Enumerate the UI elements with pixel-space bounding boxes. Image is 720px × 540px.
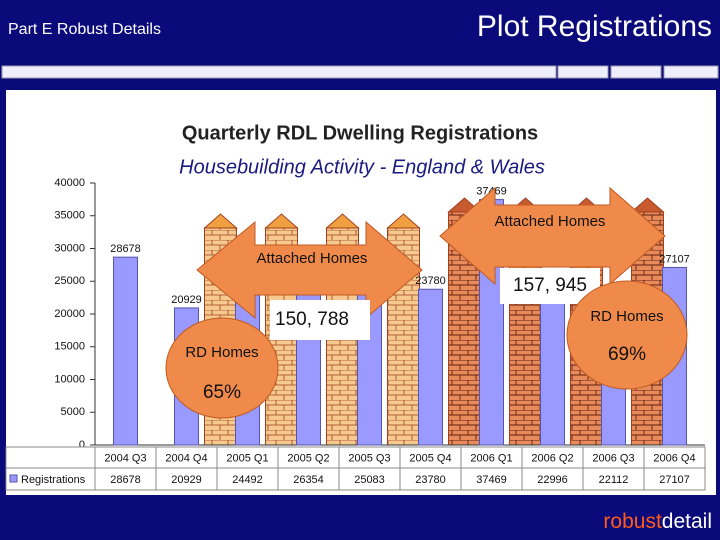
brick-roof <box>325 213 360 229</box>
annotation-total: 150, 788 <box>275 309 349 330</box>
section-label: Part E Robust Details <box>8 21 161 38</box>
x-tick-label: 2006 Q4 <box>653 452 695 464</box>
table-value: 28678 <box>110 474 141 486</box>
brand: robustdetail <box>603 510 712 533</box>
share-value: 65% <box>203 382 241 403</box>
strip <box>1 65 719 79</box>
table-value: 25083 <box>354 474 385 486</box>
table-value: 27107 <box>659 474 690 486</box>
legend-label: Registrations <box>21 474 86 486</box>
y-tick-label: 5000 <box>61 406 85 418</box>
brick-roof <box>386 213 421 229</box>
y-tick-label: 0 <box>79 439 85 451</box>
chart-subtitle: Housebuilding Activity - England & Wales <box>179 156 545 178</box>
y-tick-label: 25000 <box>54 275 85 287</box>
x-tick-label: 2005 Q4 <box>409 452 451 464</box>
table-value: 22996 <box>537 474 568 486</box>
share-value: 69% <box>608 344 646 365</box>
bar <box>296 271 321 446</box>
share-label: RD Homes <box>185 344 258 361</box>
annotations: Attached Homes 150, 788 Attached Homes 1… <box>165 186 688 419</box>
data-label: 23780 <box>415 275 446 287</box>
x-tick-label: 2004 Q3 <box>104 452 146 464</box>
x-tick-label: 2005 Q2 <box>287 452 329 464</box>
data-label: 28678 <box>110 243 141 255</box>
brick-roof <box>203 213 238 229</box>
x-tick-label: 2005 Q1 <box>226 452 268 464</box>
x-tick-label: 2005 Q3 <box>348 452 390 464</box>
bar <box>540 293 565 446</box>
y-tick-label: 15000 <box>54 341 85 353</box>
y-tick-label: 10000 <box>54 373 85 385</box>
chart-title: Quarterly RDL Dwelling Registrations <box>182 122 538 144</box>
table-value: 22112 <box>599 474 629 486</box>
y-tick-label: 30000 <box>54 242 85 254</box>
legend-swatch <box>9 474 18 483</box>
table-value: 37469 <box>476 474 507 486</box>
y-tick-label: 35000 <box>54 210 85 222</box>
x-tick-label: 2006 Q1 <box>470 452 512 464</box>
x-tick-label: 2004 Q4 <box>165 452 207 464</box>
x-tick-label: 2006 Q3 <box>592 452 634 464</box>
annotation-total: 157, 945 <box>513 275 587 296</box>
data-label: 20929 <box>171 294 202 306</box>
brick-roof <box>630 197 665 213</box>
table-value: 26354 <box>293 474 324 486</box>
brand-a: robust <box>603 510 662 533</box>
table-value: 20929 <box>171 474 202 486</box>
brand-b: detail <box>662 510 712 533</box>
table-value: 24492 <box>232 474 263 486</box>
brick-roof <box>264 213 299 229</box>
x-tick-label: 2006 Q2 <box>531 452 573 464</box>
double-arrow <box>439 186 666 286</box>
share-circle <box>165 317 279 419</box>
share-label: RD Homes <box>590 308 663 325</box>
annotation-label: Attached Homes <box>257 250 368 267</box>
slide-title: Plot Registrations <box>477 10 712 43</box>
y-tick-label: 20000 <box>54 308 85 320</box>
data-label: 27107 <box>659 253 690 265</box>
annotation-label: Attached Homes <box>495 213 606 230</box>
bar <box>418 288 443 446</box>
table-value: 23780 <box>415 474 446 486</box>
bar <box>113 256 138 446</box>
double-arrow <box>196 220 423 320</box>
y-tick-label: 40000 <box>54 177 85 189</box>
share-circle <box>566 280 688 390</box>
label-box <box>270 300 370 340</box>
